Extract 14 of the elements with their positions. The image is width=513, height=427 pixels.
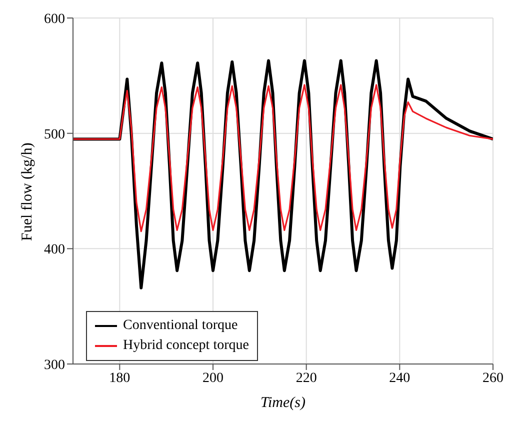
line-series: [73, 84, 493, 232]
y-tick-label: 500: [44, 127, 65, 142]
legend-label: Conventional torque: [123, 317, 238, 335]
y-axis-title: Fuel flow (kg/h): [19, 142, 36, 241]
y-tick-label: 600: [44, 12, 65, 27]
x-tick-label: 220: [296, 370, 317, 386]
legend-label: Hybrid concept torque: [123, 337, 249, 355]
x-tick-label: 180: [109, 370, 130, 386]
x-tick-label: 260: [482, 370, 504, 386]
x-tick-label: 240: [389, 370, 410, 386]
y-tick-label: 300: [44, 358, 65, 373]
x-tick-label: 200: [202, 370, 224, 386]
x-axis-title: Time(s): [260, 395, 306, 411]
y-tick-label: 400: [44, 242, 65, 258]
